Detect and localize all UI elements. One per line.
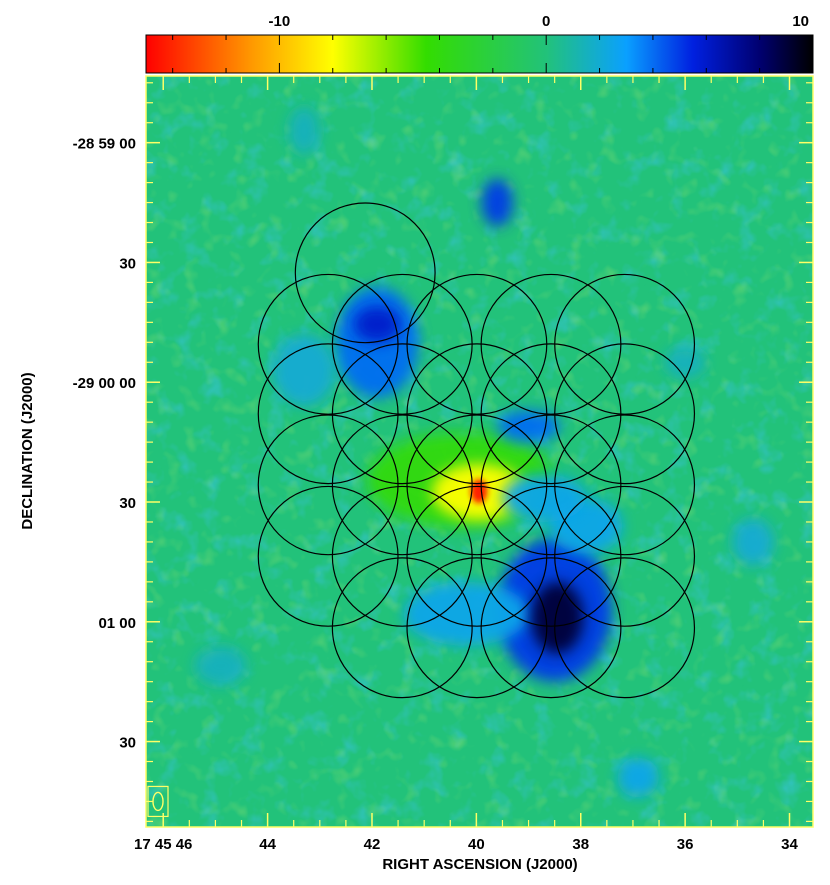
map-area — [146, 76, 813, 827]
emission-feature — [732, 517, 774, 566]
y-axis-ticks — [146, 82, 813, 823]
field-circle — [480, 414, 622, 556]
colorbar: -10 0 10 — [145, 13, 814, 74]
colorbar-tick-label: 0 — [542, 13, 550, 30]
colorbar-tick-labels: -10 0 10 — [269, 13, 809, 30]
field-circle — [406, 414, 548, 556]
emission-feature — [502, 474, 586, 522]
emission-feature — [272, 334, 336, 407]
emission-feature — [194, 645, 247, 686]
colorbar-tick-label: 10 — [792, 13, 809, 30]
x-axis-title: RIGHT ASCENSION (J2000) — [382, 856, 577, 873]
emission-feature — [288, 106, 320, 155]
plot-frame — [145, 75, 814, 828]
field-circle — [406, 343, 548, 485]
colorbar-tick-label: -10 — [269, 13, 291, 30]
x-axis-tick-labels: 17 45 46 44 42 40 38 36 34 — [134, 836, 798, 853]
emission-feature — [481, 178, 513, 227]
x-axis-ticks — [162, 76, 791, 827]
field-circle — [554, 557, 696, 699]
y-tick-label: -29 00 00 — [73, 375, 136, 392]
field-circle — [554, 343, 696, 485]
y-axis-title: DECLINATION (J2000) — [19, 372, 36, 529]
emission-feature — [617, 757, 660, 798]
y-axis-tick-labels: -28 59 00 30 -29 00 00 30 01 00 30 — [73, 136, 136, 752]
emission-features — [194, 106, 774, 798]
emission-feature — [403, 581, 529, 646]
field-circle — [294, 202, 436, 344]
field-circle — [331, 414, 473, 556]
field-circle — [554, 414, 696, 556]
field-circle — [257, 414, 399, 556]
colorbar-ticks — [172, 35, 814, 73]
x-tick-label: 17 45 46 — [134, 836, 192, 853]
field-circles — [257, 202, 696, 699]
emission-feature — [353, 306, 401, 343]
field-circle — [554, 485, 696, 627]
emission-feature — [664, 346, 707, 379]
field-circle — [257, 343, 399, 485]
field-circle — [331, 343, 473, 485]
y-tick-label: 30 — [119, 495, 136, 512]
emission-feature — [470, 479, 488, 504]
x-tick-label: 44 — [259, 836, 276, 853]
x-tick-label: 38 — [572, 836, 589, 853]
field-circle — [331, 557, 473, 699]
x-tick-label: 40 — [468, 836, 485, 853]
field-circle — [480, 485, 622, 627]
field-circle — [257, 485, 399, 627]
y-tick-label: 30 — [119, 735, 136, 752]
field-circle — [406, 557, 548, 699]
field-circle — [406, 485, 548, 627]
x-tick-label: 34 — [781, 836, 798, 853]
y-tick-label: 30 — [119, 255, 136, 272]
x-tick-label: 42 — [364, 836, 381, 853]
emission-feature — [531, 581, 584, 654]
beam-ellipse — [152, 791, 164, 812]
y-tick-label: 01 00 — [98, 615, 136, 632]
x-tick-label: 36 — [677, 836, 694, 853]
field-circle — [331, 485, 473, 627]
y-tick-label: -28 59 00 — [73, 136, 136, 153]
field-circle — [480, 557, 622, 699]
colorbar-gradient — [145, 34, 814, 74]
field-circle — [480, 343, 622, 485]
